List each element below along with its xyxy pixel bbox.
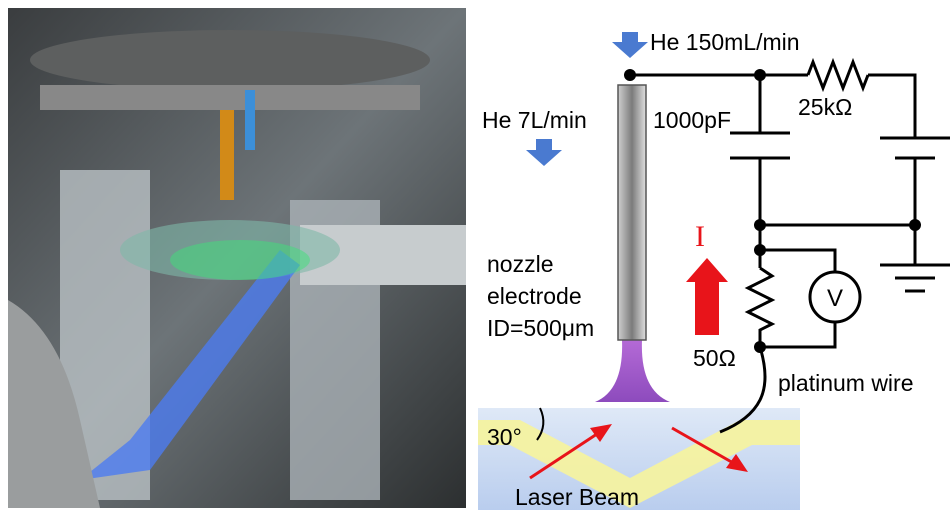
current-arrow xyxy=(686,258,728,335)
flow-arrow xyxy=(612,32,648,58)
label: He 7L/min xyxy=(482,107,587,133)
plasma xyxy=(595,340,670,402)
nozzle xyxy=(618,85,646,340)
label: I xyxy=(695,220,705,253)
label: electrode xyxy=(487,283,582,309)
photo xyxy=(8,8,466,508)
label: 25kΩ xyxy=(798,94,852,120)
label: He 150mL/min xyxy=(650,29,800,55)
label: V xyxy=(827,285,843,312)
label: ID=500μm xyxy=(487,315,594,341)
label: 1000pF xyxy=(653,107,731,133)
label: Laser Beam xyxy=(515,484,639,510)
flow-arrow xyxy=(526,139,562,166)
label: platinum wire xyxy=(778,370,914,396)
figure: He 150mL/min He 7L/min 1000pF 25kΩ I V 5… xyxy=(0,0,951,515)
label: 30° xyxy=(487,424,522,450)
label: 50Ω xyxy=(693,345,736,371)
label: nozzle xyxy=(487,251,553,277)
